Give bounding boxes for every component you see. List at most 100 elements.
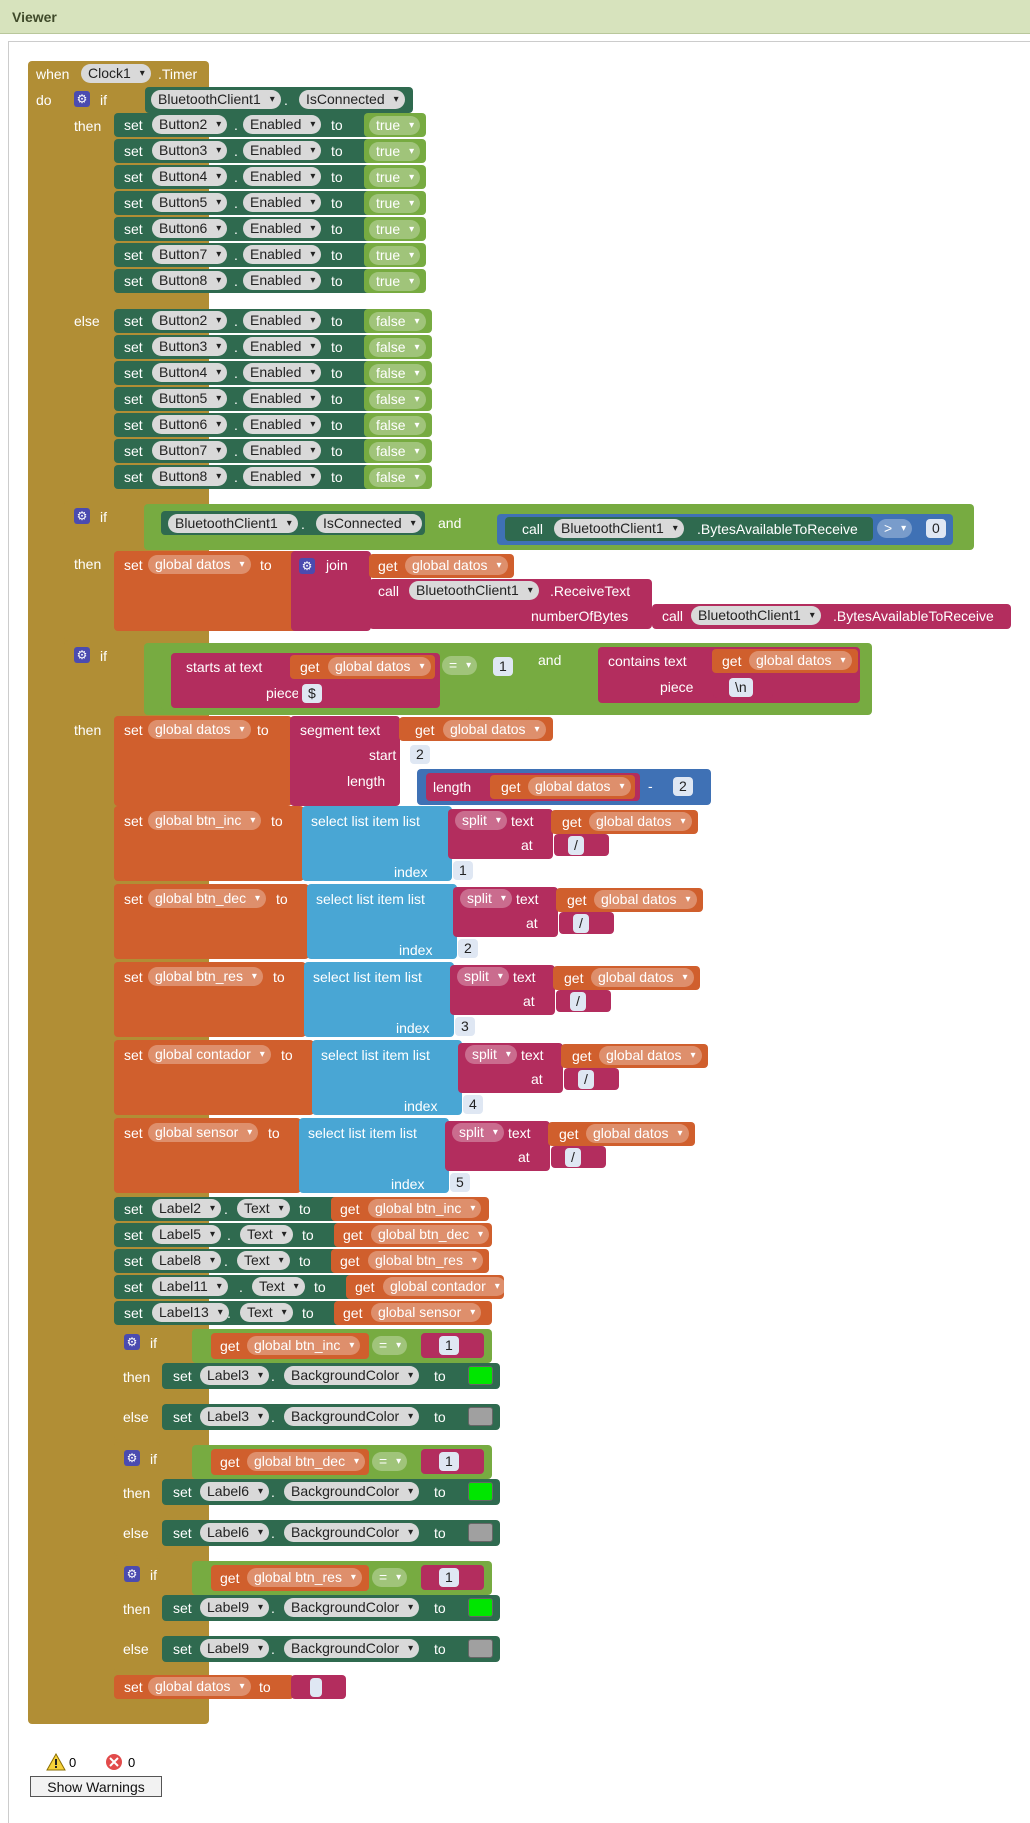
variable-dropdown[interactable]: global datos bbox=[749, 651, 852, 670]
component-dropdown[interactable]: Button6 bbox=[152, 415, 228, 434]
component-dropdown[interactable]: Label5 bbox=[152, 1225, 222, 1244]
variable-dropdown[interactable]: global datos bbox=[589, 812, 692, 831]
boolean-dropdown[interactable]: false bbox=[369, 442, 426, 461]
mutator-gear-icon[interactable]: ⚙ bbox=[299, 558, 315, 574]
variable-dropdown[interactable]: global datos bbox=[586, 1124, 689, 1143]
component-dropdown[interactable]: Label9 bbox=[200, 1639, 270, 1658]
number-value[interactable]: 4 bbox=[463, 1095, 483, 1114]
property-dropdown[interactable]: Text bbox=[237, 1199, 290, 1218]
text-value[interactable]: $ bbox=[302, 684, 322, 703]
component-dropdown[interactable]: Button4 bbox=[152, 363, 228, 382]
variable-dropdown[interactable]: global datos bbox=[148, 720, 251, 739]
property-dropdown[interactable]: IsConnected bbox=[299, 90, 405, 109]
number-value[interactable]: 3 bbox=[455, 1017, 475, 1036]
boolean-dropdown[interactable]: true bbox=[369, 142, 421, 161]
boolean-dropdown[interactable]: false bbox=[369, 312, 426, 331]
split-dropdown[interactable]: split bbox=[465, 1045, 517, 1064]
component-dropdown[interactable]: Button2 bbox=[152, 115, 228, 134]
variable-dropdown[interactable]: global sensor bbox=[148, 1123, 259, 1142]
text-value[interactable]: / bbox=[578, 1070, 594, 1089]
mutator-gear-icon[interactable]: ⚙ bbox=[74, 508, 90, 524]
select-list-item-block[interactable] bbox=[304, 962, 454, 1037]
text-value[interactable]: 1 bbox=[439, 1336, 459, 1355]
property-dropdown[interactable]: Enabled bbox=[243, 415, 322, 434]
variable-dropdown[interactable]: global datos bbox=[405, 556, 508, 575]
variable-dropdown[interactable]: global contador bbox=[148, 1045, 271, 1064]
color-swatch-green[interactable] bbox=[468, 1482, 493, 1501]
component-dropdown[interactable]: Label2 bbox=[152, 1199, 222, 1218]
split-dropdown[interactable]: split bbox=[455, 811, 507, 830]
property-dropdown[interactable]: Enabled bbox=[243, 363, 322, 382]
component-dropdown[interactable]: BluetoothClient1 bbox=[691, 606, 821, 625]
split-dropdown[interactable]: split bbox=[457, 967, 509, 986]
property-dropdown[interactable]: Enabled bbox=[243, 141, 322, 160]
property-dropdown[interactable]: Enabled bbox=[243, 219, 322, 238]
variable-dropdown[interactable]: global datos bbox=[591, 968, 694, 987]
variable-dropdown[interactable]: global btn_res bbox=[247, 1568, 362, 1587]
property-dropdown[interactable]: BackgroundColor bbox=[284, 1366, 420, 1385]
color-swatch-green[interactable] bbox=[468, 1366, 493, 1385]
component-dropdown[interactable]: Label9 bbox=[200, 1598, 270, 1617]
variable-dropdown[interactable]: global btn_inc bbox=[247, 1336, 361, 1355]
mutator-gear-icon[interactable]: ⚙ bbox=[124, 1566, 140, 1582]
event-component-dropdown[interactable]: Clock1 bbox=[81, 64, 151, 83]
variable-dropdown[interactable]: global contador bbox=[383, 1277, 506, 1296]
property-dropdown[interactable]: BackgroundColor bbox=[284, 1523, 420, 1542]
component-dropdown[interactable]: Button2 bbox=[152, 311, 228, 330]
text-value[interactable]: 1 bbox=[439, 1568, 459, 1587]
property-dropdown[interactable]: IsConnected bbox=[316, 514, 422, 533]
property-dropdown[interactable]: Enabled bbox=[243, 337, 322, 356]
number-value[interactable]: 5 bbox=[450, 1173, 470, 1192]
component-dropdown[interactable]: Label13 bbox=[152, 1303, 229, 1322]
variable-dropdown[interactable]: global datos bbox=[528, 777, 631, 796]
segment-block[interactable] bbox=[290, 716, 400, 806]
property-dropdown[interactable]: BackgroundColor bbox=[284, 1407, 420, 1426]
property-dropdown[interactable]: Enabled bbox=[243, 441, 322, 460]
variable-dropdown[interactable]: global btn_inc bbox=[368, 1199, 482, 1218]
component-dropdown[interactable]: BluetoothClient1 bbox=[151, 90, 281, 109]
property-dropdown[interactable]: Text bbox=[237, 1251, 290, 1270]
variable-dropdown[interactable]: global btn_inc bbox=[148, 811, 262, 830]
property-dropdown[interactable]: Enabled bbox=[243, 193, 322, 212]
variable-dropdown[interactable]: global btn_res bbox=[368, 1251, 483, 1270]
component-dropdown[interactable]: BluetoothClient1 bbox=[168, 514, 298, 533]
component-dropdown[interactable]: Button6 bbox=[152, 219, 228, 238]
operator-dropdown[interactable]: = bbox=[372, 1336, 408, 1355]
property-dropdown[interactable]: Text bbox=[240, 1303, 293, 1322]
property-dropdown[interactable]: Enabled bbox=[243, 467, 322, 486]
show-warnings-button[interactable]: Show Warnings bbox=[30, 1776, 162, 1797]
component-dropdown[interactable]: Label3 bbox=[200, 1407, 270, 1426]
boolean-dropdown[interactable]: false bbox=[369, 416, 426, 435]
property-dropdown[interactable]: Enabled bbox=[243, 311, 322, 330]
variable-dropdown[interactable]: global btn_dec bbox=[371, 1225, 490, 1244]
number-value[interactable]: 2 bbox=[673, 777, 693, 796]
boolean-dropdown[interactable]: true bbox=[369, 272, 421, 291]
variable-dropdown[interactable]: global datos bbox=[148, 555, 251, 574]
property-dropdown[interactable]: BackgroundColor bbox=[284, 1639, 420, 1658]
component-dropdown[interactable]: BluetoothClient1 bbox=[409, 581, 539, 600]
text-value[interactable]: \n bbox=[729, 678, 753, 697]
component-dropdown[interactable]: Label6 bbox=[200, 1523, 270, 1542]
variable-dropdown[interactable]: global btn_dec bbox=[148, 889, 267, 908]
select-list-item-block[interactable] bbox=[312, 1040, 462, 1115]
text-value[interactable]: / bbox=[573, 914, 589, 933]
mutator-gear-icon[interactable]: ⚙ bbox=[74, 647, 90, 663]
component-dropdown[interactable]: Label3 bbox=[200, 1366, 270, 1385]
color-swatch-gray[interactable] bbox=[468, 1639, 493, 1658]
operator-dropdown[interactable]: > bbox=[877, 519, 913, 538]
boolean-dropdown[interactable]: false bbox=[369, 338, 426, 357]
component-dropdown[interactable]: BluetoothClient1 bbox=[554, 519, 684, 538]
select-list-item-block[interactable] bbox=[302, 806, 452, 881]
text-value[interactable]: / bbox=[565, 1148, 581, 1167]
variable-dropdown[interactable]: global sensor bbox=[371, 1303, 482, 1322]
variable-dropdown[interactable]: global datos bbox=[594, 890, 697, 909]
operator-dropdown[interactable]: = bbox=[442, 656, 478, 675]
mutator-gear-icon[interactable]: ⚙ bbox=[124, 1334, 140, 1350]
color-swatch-gray[interactable] bbox=[468, 1407, 493, 1426]
operator-dropdown[interactable]: = bbox=[372, 1568, 408, 1587]
mutator-gear-icon[interactable]: ⚙ bbox=[74, 91, 90, 107]
boolean-dropdown[interactable]: false bbox=[369, 390, 426, 409]
component-dropdown[interactable]: Button8 bbox=[152, 271, 228, 290]
text-value[interactable]: / bbox=[570, 992, 586, 1011]
property-dropdown[interactable]: Text bbox=[252, 1277, 305, 1296]
